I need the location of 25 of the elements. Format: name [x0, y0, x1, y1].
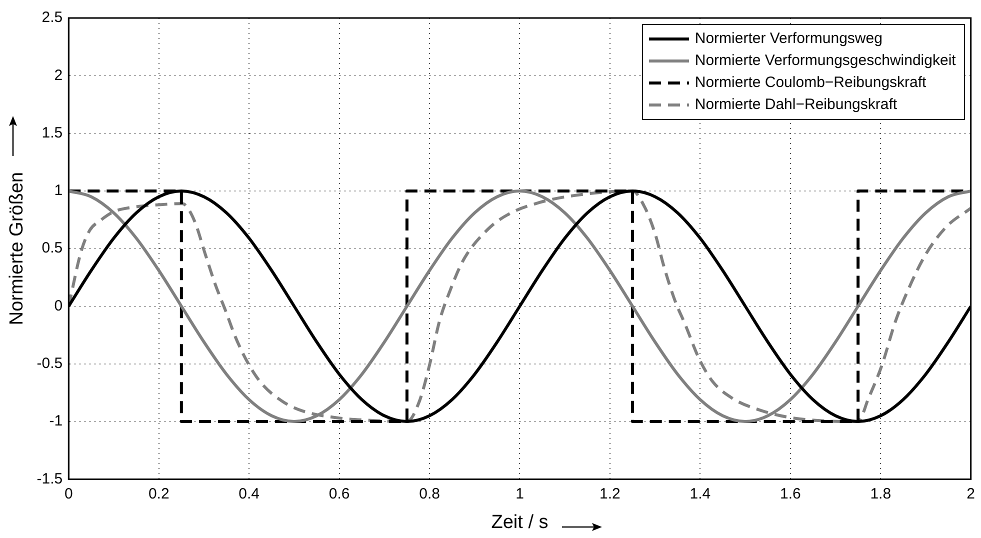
- x-tick-label: 0.2: [148, 485, 170, 502]
- x-tick-label: 2: [966, 485, 975, 502]
- legend-label: Normierte Coulomb−Reibungskraft: [694, 73, 926, 93]
- y-tick-label: 0.5: [42, 240, 63, 257]
- y-tick-label: 2.5: [42, 9, 63, 26]
- legend-label: Normierte Dahl−Reibungskraft: [694, 95, 898, 115]
- y-tick-label: -1.5: [36, 470, 63, 488]
- legend-label: Normierte Verformungsgeschwindigkeit: [694, 51, 956, 71]
- y-tick-label: -1: [49, 412, 63, 430]
- x-tick-label: 1.8: [870, 485, 892, 502]
- y-tick-label: -0.5: [36, 355, 63, 372]
- y-axis-title: Normierte Größen: [6, 172, 28, 326]
- y-tick-label: 1.5: [42, 124, 63, 142]
- x-tick-label: 0.4: [238, 485, 260, 502]
- x-tick-label: 1: [516, 485, 524, 502]
- x-tick-label: 1.2: [600, 485, 620, 502]
- x-tick-label: 0.8: [419, 485, 440, 502]
- y-tick-label: 2: [54, 66, 63, 84]
- x-tick-label: 0.6: [328, 485, 350, 502]
- x-axis-title: Zeit / s: [491, 512, 548, 533]
- y-tick-label: 0: [54, 297, 63, 314]
- legend-label: Normierter Verformungsweg: [694, 29, 882, 49]
- y-tick-label: 1: [54, 182, 63, 200]
- x-tick-label: 1.6: [780, 485, 801, 502]
- x-tick-label: 1.4: [690, 485, 711, 502]
